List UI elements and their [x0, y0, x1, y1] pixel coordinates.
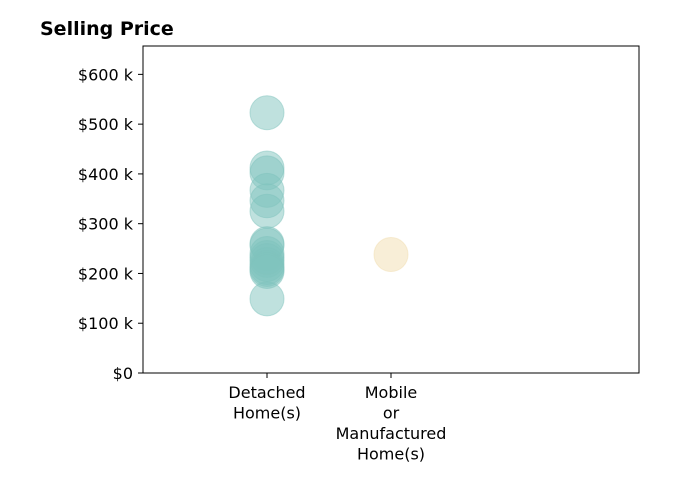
chart-title: Selling Price: [40, 18, 174, 40]
plot-frame: [142, 45, 640, 374]
x-tick-label-line: Mobile: [365, 383, 417, 402]
data-point: [249, 95, 285, 131]
x-tick-label-line: or: [383, 404, 400, 423]
data-point: [249, 193, 285, 229]
x-tick-label: Detached Home(s): [228, 383, 305, 423]
x-axis: Detached Home(s) Mobile or Manufactured Home(…: [228, 373, 446, 464]
y-tick-label: $300 k: [78, 215, 134, 234]
y-axis: $0 $100 k $200 k $300 k $400 k $500 k $600 k: [78, 65, 143, 383]
x-tick-label-line: Home(s): [357, 445, 425, 464]
x-tick-label-line: Manufactured: [336, 424, 447, 443]
x-tick-label-line: Home(s): [233, 404, 301, 423]
y-tick-label: $600 k: [78, 65, 134, 84]
data-point: [373, 237, 409, 273]
y-tick-label: $0: [113, 364, 133, 383]
x-tick-label: Mobile or Manufactured Home(s): [336, 383, 447, 464]
x-tick-label-line: Detached: [228, 383, 305, 402]
y-tick-label: $100 k: [78, 314, 134, 333]
y-tick-label: $200 k: [78, 264, 134, 283]
plot-area: [142, 45, 640, 374]
data-point: [249, 281, 285, 317]
y-tick-label: $400 k: [78, 165, 134, 184]
y-tick-label: $500 k: [78, 115, 134, 134]
